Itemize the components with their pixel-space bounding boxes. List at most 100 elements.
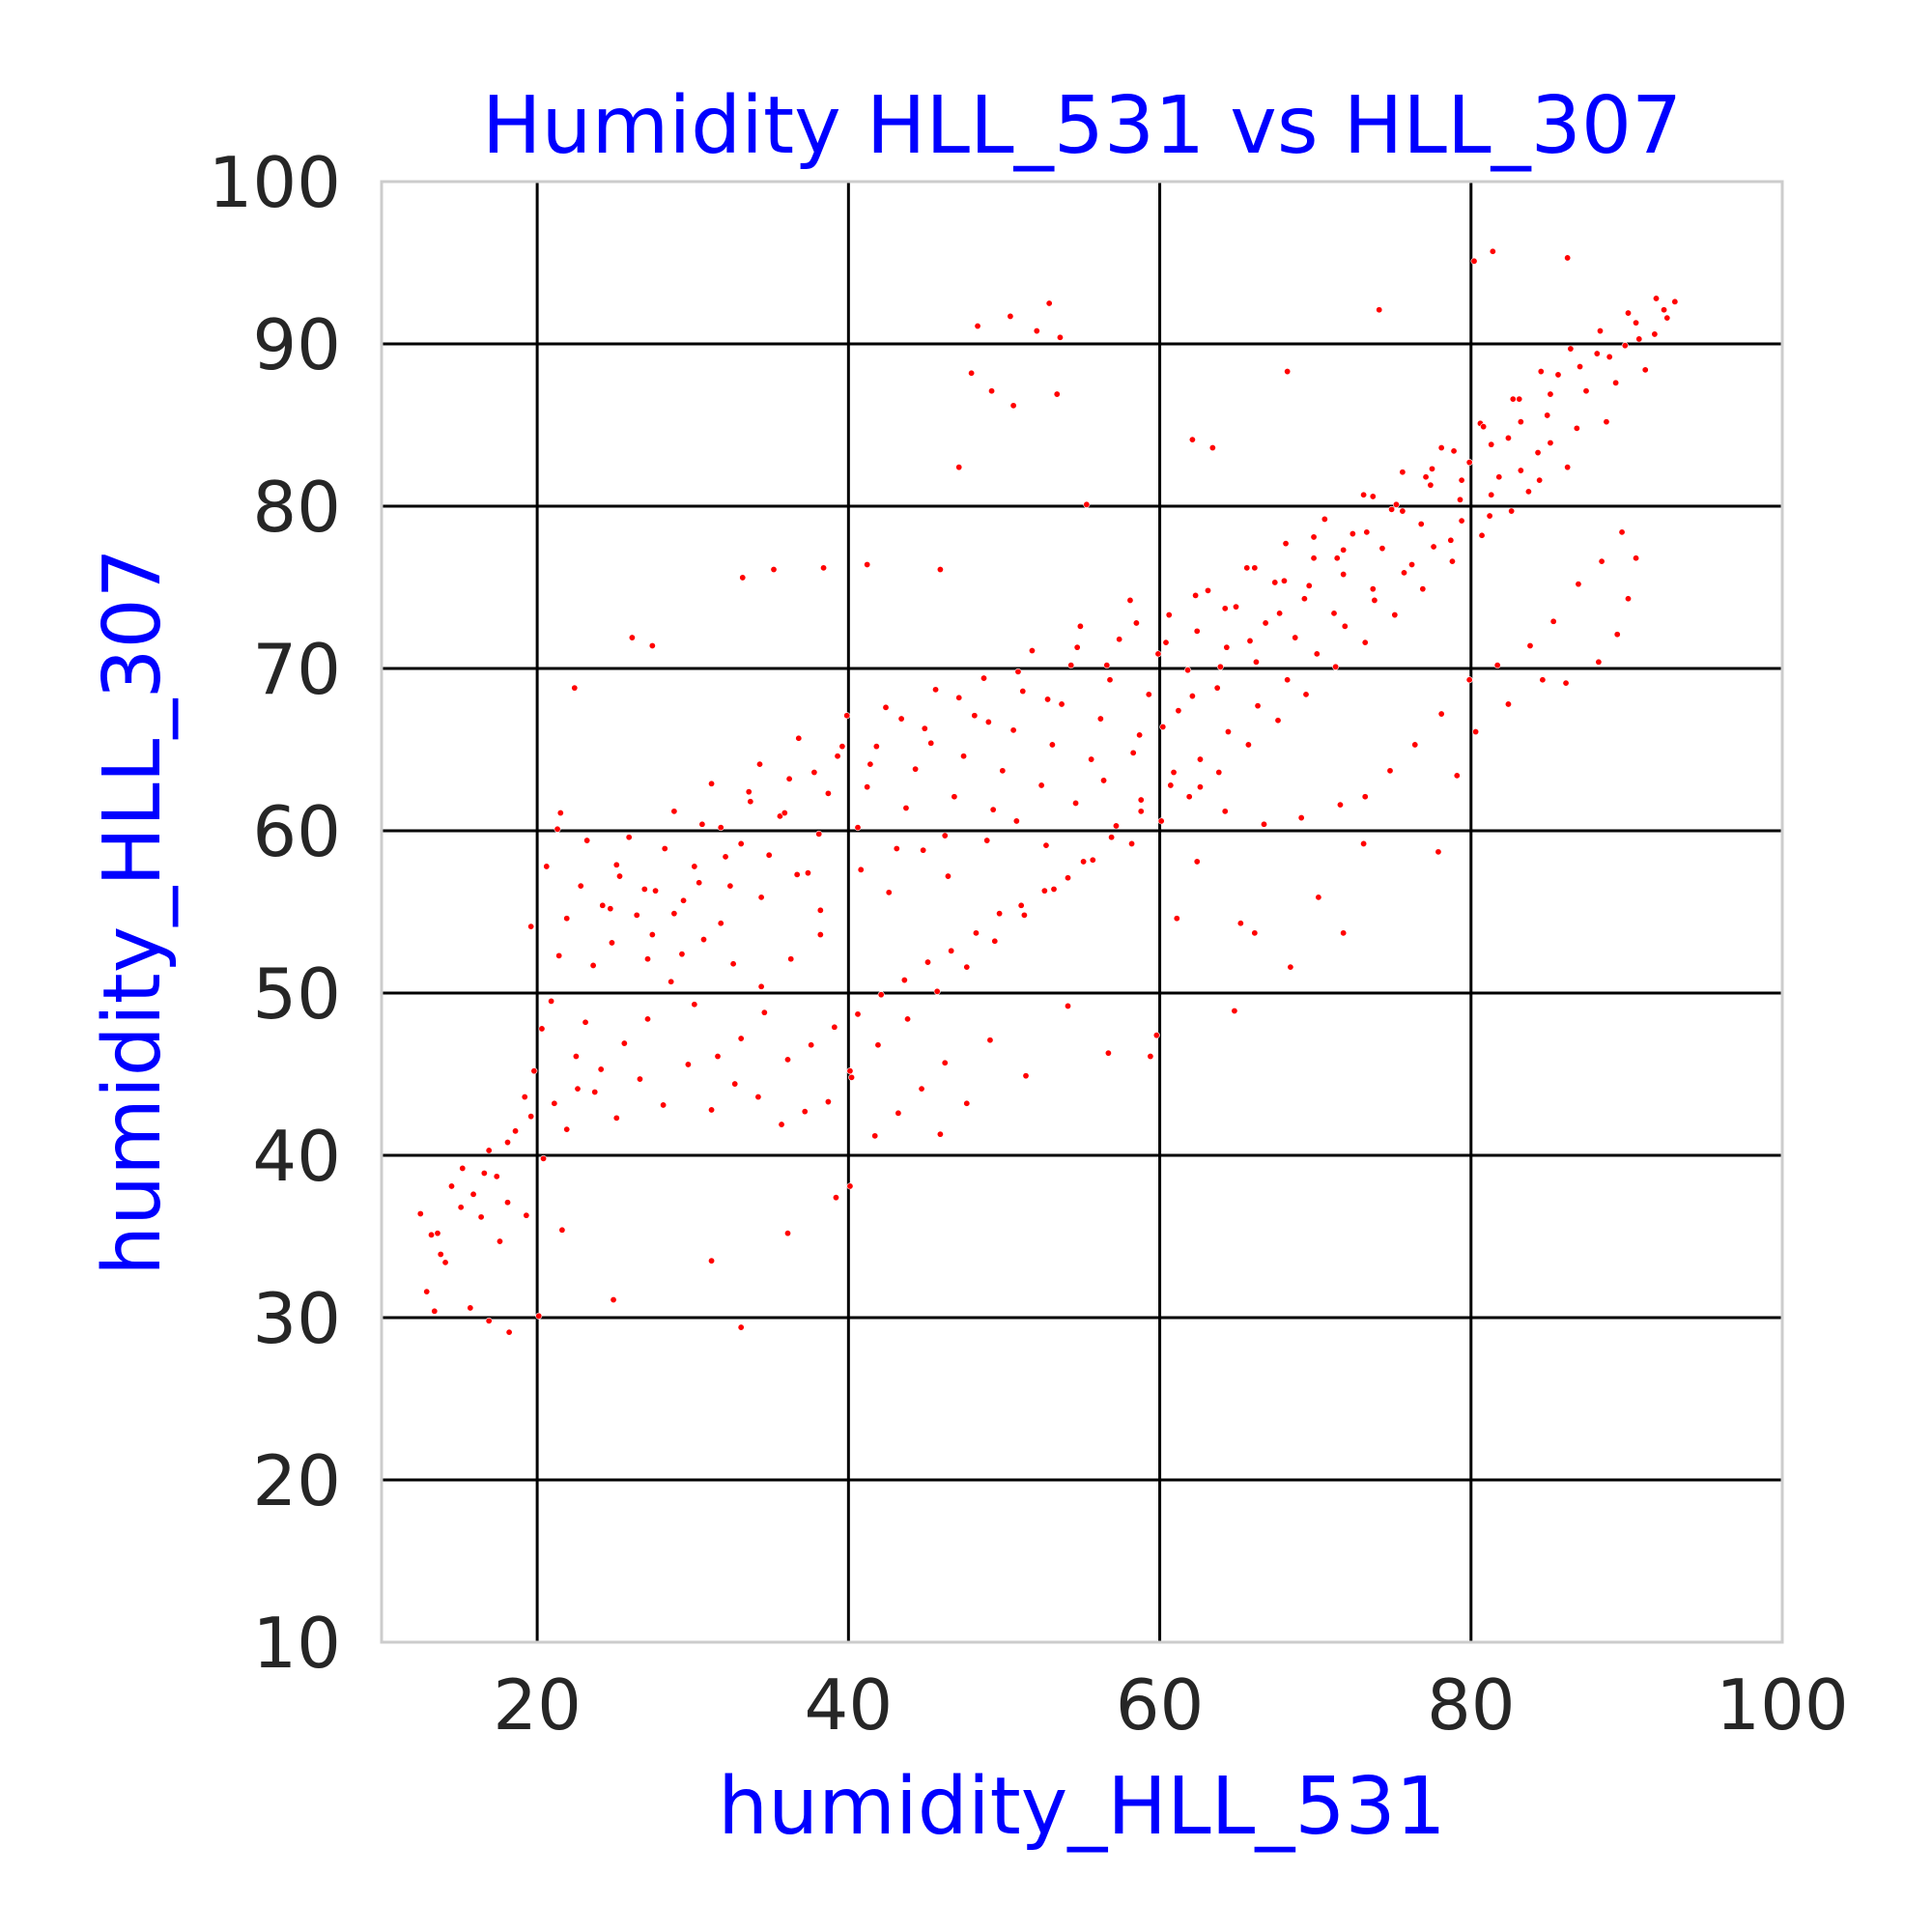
- data-point: [973, 930, 979, 936]
- data-point: [548, 998, 554, 1004]
- data-point: [894, 845, 899, 851]
- data-point: [1065, 875, 1070, 881]
- y-tick-label: 20: [252, 1440, 341, 1521]
- data-point: [802, 1108, 808, 1114]
- data-point: [1080, 859, 1086, 865]
- data-point: [942, 833, 948, 838]
- data-point: [1189, 437, 1195, 442]
- data-point: [1472, 728, 1478, 734]
- data-point: [920, 847, 925, 853]
- data-point: [820, 565, 826, 571]
- data-point: [786, 776, 792, 781]
- data-point: [1148, 1053, 1153, 1059]
- data-point: [718, 824, 724, 830]
- data-point: [1084, 501, 1090, 507]
- data-point: [559, 1227, 565, 1233]
- data-point: [855, 824, 861, 830]
- data-point: [738, 840, 744, 846]
- data-point: [781, 810, 787, 815]
- data-point: [1517, 396, 1522, 402]
- data-point: [1604, 418, 1609, 424]
- data-point: [1563, 680, 1569, 686]
- data-point: [494, 1174, 499, 1179]
- data-point: [928, 740, 934, 746]
- data-point: [1127, 597, 1133, 603]
- x-tick-label: 40: [805, 1664, 894, 1746]
- data-point: [1612, 380, 1618, 385]
- data-point: [1138, 797, 1144, 803]
- data-point: [1625, 310, 1631, 316]
- data-point: [448, 1183, 454, 1189]
- data-point: [1010, 403, 1016, 409]
- data-point: [960, 753, 966, 759]
- y-tick-label: 80: [252, 467, 341, 548]
- y-tick-label: 70: [252, 629, 341, 710]
- data-point: [1564, 255, 1570, 261]
- data-point: [1540, 677, 1546, 683]
- data-point: [1536, 477, 1542, 483]
- data-point: [748, 799, 753, 805]
- data-point: [1074, 644, 1080, 650]
- data-point: [833, 1194, 838, 1200]
- data-point: [1583, 388, 1589, 394]
- data-point: [988, 388, 994, 394]
- data-point: [1252, 930, 1258, 936]
- data-point: [621, 1040, 627, 1046]
- data-point: [1438, 711, 1444, 717]
- data-point: [1451, 448, 1457, 454]
- data-point: [975, 323, 980, 328]
- data-point: [1377, 307, 1382, 313]
- data-point: [1194, 859, 1200, 865]
- data-point: [1018, 902, 1024, 908]
- data-point: [700, 936, 706, 942]
- data-point: [1454, 773, 1460, 779]
- data-point: [644, 1016, 650, 1022]
- data-point: [1100, 778, 1106, 783]
- data-point: [1505, 435, 1511, 440]
- data-point: [937, 1131, 943, 1137]
- data-point: [746, 788, 752, 794]
- data-point: [1252, 565, 1258, 571]
- data-point: [1163, 639, 1169, 645]
- data-point: [1652, 331, 1658, 337]
- data-point: [1548, 440, 1553, 445]
- y-tick-label: 50: [252, 953, 341, 1035]
- data-point: [1420, 585, 1426, 591]
- data-point: [1487, 513, 1492, 519]
- y-tick-label: 60: [252, 791, 341, 872]
- data-point: [811, 769, 817, 775]
- data-point: [1360, 840, 1366, 846]
- data-point: [718, 921, 724, 926]
- data-point: [1225, 728, 1231, 734]
- data-point: [1400, 508, 1406, 514]
- data-point: [898, 716, 904, 722]
- data-point: [872, 1133, 878, 1139]
- data-point: [878, 991, 884, 997]
- data-point: [1184, 667, 1190, 672]
- grid: [382, 182, 1782, 1642]
- data-point: [1545, 412, 1550, 418]
- data-point: [458, 1205, 464, 1210]
- data-point: [1568, 346, 1574, 352]
- data-point: [1362, 794, 1368, 800]
- data-point: [1281, 578, 1287, 583]
- data-point: [1284, 368, 1290, 374]
- data-point: [1392, 611, 1398, 617]
- data-point: [996, 910, 1002, 916]
- data-point: [1423, 474, 1429, 480]
- data-point: [442, 1260, 448, 1265]
- data-point: [964, 964, 970, 970]
- data-point: [1350, 530, 1355, 536]
- data-point: [1138, 809, 1144, 814]
- data-point: [1054, 391, 1060, 397]
- data-point: [590, 962, 596, 968]
- x-tick-label: 100: [1716, 1664, 1848, 1746]
- data-point: [504, 1200, 510, 1206]
- data-point: [679, 951, 685, 956]
- data-point: [1489, 492, 1494, 497]
- data-point: [649, 642, 655, 648]
- data-point: [761, 1009, 767, 1015]
- data-point: [478, 1214, 484, 1220]
- y-tick-label: 90: [252, 304, 341, 385]
- data-point: [1108, 835, 1114, 840]
